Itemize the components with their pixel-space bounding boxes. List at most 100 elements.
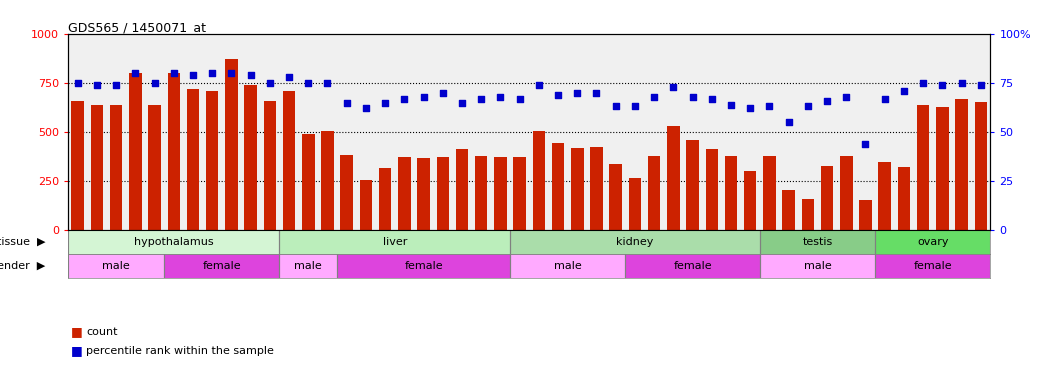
Text: GDS565 / 1450071_at: GDS565 / 1450071_at: [68, 21, 206, 34]
Point: [627, 104, 643, 110]
Point: [376, 99, 393, 105]
Point: [837, 94, 854, 100]
Bar: [510, 254, 626, 278]
Bar: [456, 149, 468, 230]
Point: [895, 88, 912, 94]
Bar: [744, 171, 757, 230]
Bar: [668, 126, 679, 230]
Bar: [322, 131, 333, 230]
Text: ■: ■: [71, 344, 83, 357]
Bar: [264, 100, 276, 230]
Point: [664, 84, 681, 90]
Point: [818, 98, 835, 104]
Point: [108, 82, 125, 88]
Bar: [783, 190, 794, 230]
Point: [742, 105, 759, 111]
Bar: [629, 178, 641, 230]
Bar: [417, 158, 430, 230]
Bar: [936, 108, 948, 230]
Point: [357, 105, 374, 111]
Bar: [244, 85, 257, 230]
Text: testis: testis: [803, 237, 832, 247]
Bar: [917, 105, 930, 230]
Bar: [686, 140, 699, 230]
Bar: [337, 254, 510, 278]
Point: [973, 82, 989, 88]
Text: count: count: [86, 327, 117, 337]
Bar: [821, 166, 833, 230]
Bar: [514, 157, 526, 230]
Bar: [975, 102, 987, 230]
Point: [242, 72, 259, 78]
Bar: [149, 105, 160, 230]
Bar: [359, 180, 372, 230]
Text: male: male: [553, 261, 582, 271]
Bar: [840, 156, 852, 230]
Point: [607, 104, 624, 110]
Point: [646, 94, 662, 100]
Bar: [280, 230, 510, 254]
Point: [339, 99, 355, 105]
Point: [511, 96, 528, 102]
Point: [722, 102, 739, 108]
Text: gender  ▶: gender ▶: [0, 261, 45, 271]
Bar: [956, 99, 967, 230]
Point: [684, 94, 701, 100]
Point: [703, 96, 720, 102]
Text: female: female: [673, 261, 712, 271]
Bar: [206, 91, 218, 230]
Text: male: male: [294, 261, 322, 271]
Bar: [280, 254, 337, 278]
Bar: [68, 230, 280, 254]
Bar: [859, 200, 872, 230]
Text: ovary: ovary: [917, 237, 948, 247]
Point: [166, 70, 182, 76]
Bar: [165, 254, 280, 278]
Text: percentile rank within the sample: percentile rank within the sample: [86, 346, 274, 355]
Point: [281, 74, 298, 80]
Point: [549, 92, 566, 98]
Point: [415, 94, 432, 100]
Text: female: female: [405, 261, 443, 271]
Text: liver: liver: [383, 237, 407, 247]
Point: [492, 94, 508, 100]
Bar: [91, 105, 103, 230]
Point: [857, 141, 874, 147]
Text: female: female: [914, 261, 952, 271]
Bar: [705, 149, 718, 230]
Text: male: male: [103, 261, 130, 271]
Point: [300, 80, 316, 86]
Text: female: female: [202, 261, 241, 271]
Bar: [71, 100, 84, 230]
Bar: [129, 73, 141, 230]
Point: [588, 90, 605, 96]
Point: [396, 96, 413, 102]
Point: [780, 119, 796, 125]
Point: [146, 80, 163, 86]
Text: tissue  ▶: tissue ▶: [0, 237, 45, 247]
Point: [203, 70, 220, 76]
Point: [223, 70, 240, 76]
Bar: [187, 89, 199, 230]
Bar: [760, 230, 875, 254]
Bar: [610, 165, 621, 230]
Bar: [379, 168, 391, 230]
Bar: [763, 156, 776, 230]
Point: [127, 70, 144, 76]
Point: [761, 104, 778, 110]
Bar: [68, 254, 165, 278]
Bar: [110, 105, 123, 230]
Bar: [571, 148, 584, 230]
Bar: [802, 199, 814, 230]
Bar: [725, 156, 737, 230]
Bar: [648, 156, 660, 230]
Bar: [437, 157, 449, 230]
Bar: [590, 147, 603, 230]
Bar: [283, 91, 296, 230]
Text: male: male: [804, 261, 831, 271]
Bar: [760, 254, 875, 278]
Point: [953, 80, 969, 86]
Bar: [875, 230, 990, 254]
Bar: [341, 154, 353, 230]
Text: ■: ■: [71, 326, 83, 338]
